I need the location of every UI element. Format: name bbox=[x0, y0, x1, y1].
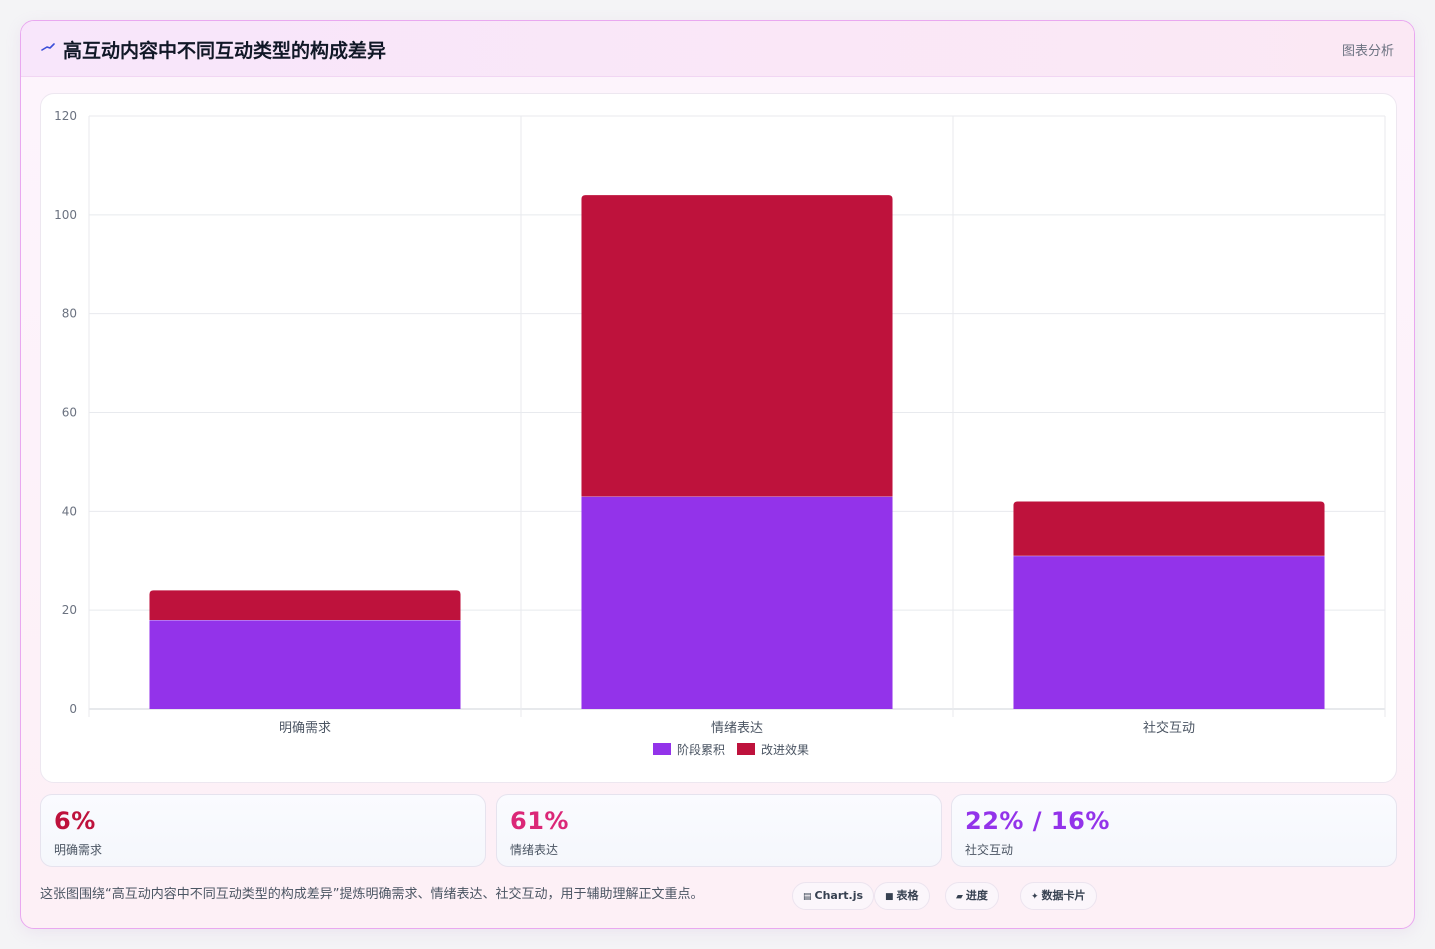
stat-card-2: 61% 情绪表达 bbox=[496, 794, 942, 867]
legend-label: 阶段累积 bbox=[677, 742, 725, 757]
legend-swatch bbox=[737, 743, 755, 755]
pill-label: 数据卡片 bbox=[1041, 889, 1086, 902]
x-tick-label: 明确需求 bbox=[279, 721, 331, 736]
trend-line-icon bbox=[41, 43, 55, 51]
pill-label: 表格 bbox=[896, 889, 919, 902]
legend-swatch bbox=[653, 743, 671, 755]
pill-label: 进度 bbox=[965, 889, 988, 902]
stat-label: 社交互动 bbox=[965, 843, 1014, 857]
stat-value: 61% bbox=[510, 807, 569, 835]
y-tick-label: 120 bbox=[54, 109, 77, 123]
y-tick-label: 40 bbox=[62, 504, 77, 518]
y-tick-label: 60 bbox=[62, 406, 77, 420]
stat-label: 情绪表达 bbox=[510, 843, 559, 857]
y-tick-label: 100 bbox=[54, 208, 77, 222]
pill-chartjs[interactable]: ▤ Chart.js bbox=[792, 882, 875, 910]
card-header: 高互动内容中不同互动类型的构成差异 图表分析 bbox=[21, 21, 1414, 77]
bar-segment bbox=[581, 195, 893, 497]
stat-card-3: 22% / 16% 社交互动 bbox=[951, 794, 1397, 867]
pill-progress[interactable]: ▰ 进度 bbox=[945, 882, 999, 910]
pill-table[interactable]: ■ 表格 bbox=[874, 882, 930, 910]
footer-note: 这张图围绕“高互动内容中不同互动类型的构成差异”提炼明确需求、情绪表达、社交互动… bbox=[40, 887, 704, 902]
bar-segment bbox=[1013, 555, 1325, 709]
stat-value: 6% bbox=[54, 807, 96, 835]
chart-icon: ▤ bbox=[803, 892, 812, 902]
y-tick-label: 80 bbox=[62, 307, 77, 321]
chart-panel: 0 20 40 60 80 100 120 明确需求 情绪表达 社交互动阶段累积 改进效果 bbox=[40, 93, 1397, 783]
chart-analysis-tag: 图表分析 bbox=[1341, 44, 1394, 59]
card-icon: ✦ bbox=[1031, 892, 1039, 902]
y-tick-label: 0 bbox=[69, 702, 77, 716]
stat-label: 明确需求 bbox=[54, 843, 103, 857]
x-tick-label: 情绪表达 bbox=[711, 721, 763, 736]
legend-label: 改进效果 bbox=[761, 742, 809, 757]
chart-card: 高互动内容中不同互动类型的构成差异 图表分析 0 20 40 60 80 100 120 明确… bbox=[20, 20, 1415, 929]
y-tick-label: 20 bbox=[62, 603, 77, 617]
stat-value: 22% / 16% bbox=[965, 807, 1110, 835]
x-tick-label: 社交互动 bbox=[1143, 720, 1195, 736]
table-icon: ■ bbox=[885, 892, 894, 902]
progress-icon: ▰ bbox=[956, 892, 963, 902]
pill-data-card[interactable]: ✦ 数据卡片 bbox=[1020, 882, 1097, 910]
pill-label: Chart.js bbox=[814, 889, 864, 902]
bar-segment bbox=[149, 590, 461, 621]
bar-segment bbox=[581, 496, 893, 709]
stat-card-1: 6% 明确需求 bbox=[40, 794, 486, 867]
bar-segment bbox=[1013, 501, 1325, 556]
bar-segment bbox=[149, 620, 461, 709]
chart-title: 高互动内容中不同互动类型的构成差异 bbox=[63, 40, 387, 62]
